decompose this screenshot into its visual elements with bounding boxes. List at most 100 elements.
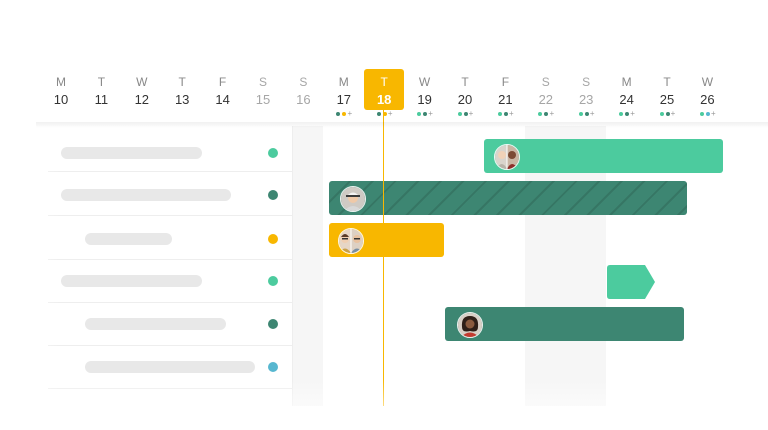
workload-dot <box>544 112 549 116</box>
day-column[interactable]: F 21 + <box>485 64 525 118</box>
day-number-label: 25 <box>659 92 675 107</box>
day-number-label: 15 <box>255 92 271 107</box>
workload-dot <box>342 112 347 116</box>
day-of-week-label: S <box>582 75 591 89</box>
timeline-start-shade <box>293 126 323 406</box>
row-divider <box>48 171 292 172</box>
workload-dot <box>706 112 711 116</box>
row-label-placeholder[interactable] <box>61 147 202 159</box>
day-column[interactable]: M 17 + <box>324 64 364 118</box>
row-label-placeholder[interactable] <box>61 275 202 287</box>
day-column[interactable]: T 20 + <box>445 64 485 118</box>
timeline-header: M 10 T 11 W 12 T 13 F 14 S 15 S 16 M 17 + T 18 + W 19 + T 20 + F 21… <box>0 64 768 124</box>
day-number-label: 24 <box>619 92 634 107</box>
day-of-week-label: S <box>541 75 550 89</box>
workload-dot <box>584 112 589 116</box>
workload-dot <box>376 112 381 116</box>
day-workload-dots: + <box>324 110 364 118</box>
day-number-label: 22 <box>538 92 554 107</box>
avatar-pair-icon <box>494 144 520 170</box>
day-number-label: 14 <box>215 92 230 107</box>
row-divider <box>48 345 292 346</box>
day-workload-dots: + <box>405 110 445 118</box>
task-bar[interactable] <box>484 139 723 173</box>
day-column[interactable]: S 15 <box>243 64 283 107</box>
task-bar[interactable] <box>445 307 684 341</box>
row-label-placeholder[interactable] <box>85 361 255 373</box>
milestone-shape <box>607 265 655 299</box>
day-number-label: 10 <box>53 92 69 107</box>
day-column[interactable]: M 24 + <box>607 64 647 118</box>
workload-dot <box>417 112 422 116</box>
row-status-dot <box>268 148 278 158</box>
day-column[interactable]: W 12 <box>122 64 162 107</box>
day-of-week-label: F <box>218 75 227 89</box>
day-number-label: 20 <box>457 92 473 107</box>
day-column[interactable]: F 14 <box>203 64 243 107</box>
row-label-placeholder[interactable] <box>61 189 231 201</box>
task-bar[interactable] <box>329 181 687 215</box>
more-indicator: + <box>670 109 676 118</box>
day-number-label: 26 <box>700 92 715 107</box>
row-status-dot <box>268 276 278 286</box>
workload-dot <box>457 112 462 116</box>
row-label-placeholder[interactable] <box>85 318 226 330</box>
day-column[interactable]: M 10 <box>41 64 81 107</box>
day-column[interactable]: S 23 + <box>566 64 606 118</box>
avatar-pair-glasses-icon <box>338 228 364 254</box>
day-of-week-label: S <box>258 75 267 89</box>
day-of-week-label: M <box>338 75 349 89</box>
day-number-label: 13 <box>174 92 190 107</box>
bottom-fade <box>0 380 768 430</box>
day-workload-dots: + <box>445 110 485 118</box>
day-of-week-label: W <box>418 75 431 89</box>
day-of-week-label: S <box>299 75 308 89</box>
day-number-label: 17 <box>336 92 352 107</box>
day-number-label: 11 <box>94 92 109 107</box>
more-indicator: + <box>468 109 474 118</box>
workload-dot <box>504 112 509 116</box>
row-status-dot <box>268 362 278 372</box>
workload-dot <box>382 112 387 116</box>
workload-dot <box>463 112 468 116</box>
left-fade <box>0 126 60 406</box>
day-of-week-label: T <box>461 75 469 89</box>
task-bar[interactable] <box>329 223 444 257</box>
day-column[interactable]: S 16 <box>283 64 323 107</box>
more-indicator: + <box>509 109 514 118</box>
day-workload-dots: + <box>485 110 525 118</box>
avatar-man-cap-icon <box>340 186 366 212</box>
row-label-placeholder[interactable] <box>85 233 172 245</box>
day-column[interactable]: W 19 + <box>405 64 445 118</box>
workload-dot <box>498 112 503 116</box>
day-workload-dots: + <box>647 110 687 118</box>
timeline-grid <box>0 126 768 406</box>
day-column[interactable]: T 25 + <box>647 64 687 118</box>
day-workload-dots: + <box>566 110 606 118</box>
header-shadow <box>36 122 768 128</box>
row-status-dot <box>268 319 278 329</box>
more-indicator: + <box>589 109 595 118</box>
workload-dot <box>625 112 630 116</box>
row-divider <box>48 215 292 216</box>
day-number-label: 23 <box>578 92 594 107</box>
day-column[interactable]: W 26 + <box>687 64 727 118</box>
day-of-week-label: T <box>178 75 186 89</box>
day-number-label: 19 <box>417 92 432 107</box>
day-column[interactable]: S 22 + <box>526 64 566 118</box>
more-indicator: + <box>549 109 555 118</box>
day-workload-dots: + <box>364 110 404 118</box>
more-indicator: + <box>630 109 635 118</box>
more-indicator: + <box>711 109 716 118</box>
workload-dot <box>578 112 583 116</box>
workload-dot <box>336 112 341 116</box>
avatar-woman-icon <box>457 312 483 338</box>
workload-dot <box>538 112 543 116</box>
milestone-marker[interactable] <box>607 265 657 300</box>
day-column[interactable]: T 11 <box>81 64 121 107</box>
day-column-today[interactable]: T 18 + <box>364 64 405 118</box>
workload-dot <box>659 112 664 116</box>
day-column[interactable]: T 13 <box>162 64 202 107</box>
workload-dot <box>665 112 670 116</box>
day-of-week-label: T <box>97 75 106 89</box>
